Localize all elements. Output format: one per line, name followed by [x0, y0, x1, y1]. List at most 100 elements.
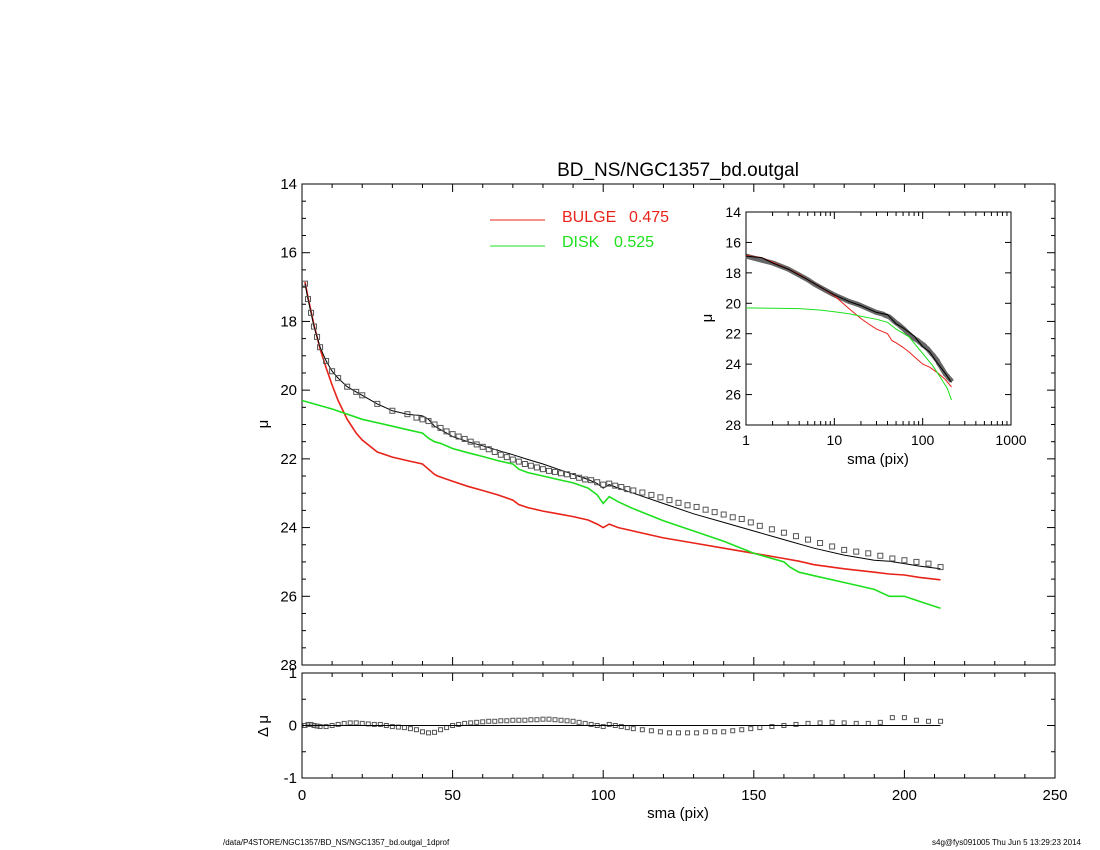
residual-data-point: [630, 726, 636, 732]
residual-data-point: [522, 717, 528, 723]
main-data-point: [666, 497, 673, 504]
residual-data-point: [468, 720, 474, 726]
residual-data-point: [510, 717, 516, 723]
residual-data-point: [371, 721, 377, 727]
inset-y-axis-label: μ: [699, 314, 716, 323]
main-data-point: [485, 446, 492, 453]
residual-data-point: [308, 721, 314, 727]
residual-data-point: [564, 718, 570, 724]
main-data-point: [937, 564, 944, 571]
inset-plot-frame: [745, 211, 1012, 426]
main-y-axis-label: μ: [255, 420, 272, 429]
main-data-point: [323, 357, 330, 364]
residual-y-ticks: -1 0 1: [284, 665, 1055, 787]
residual-data-point: [305, 721, 311, 727]
main-y-tick-label: 14: [280, 176, 297, 193]
residual-data-point: [657, 729, 663, 735]
main-data-point: [431, 421, 438, 428]
main-data-point: [588, 477, 595, 484]
bulge-profile-line: [304, 281, 941, 581]
residual-data-point: [877, 719, 883, 725]
inset-y-tick-label: 28: [725, 417, 741, 433]
residual-data-point: [438, 727, 444, 733]
residual-data-point: [639, 727, 645, 733]
main-data-point: [747, 519, 754, 526]
residual-data-point: [694, 730, 700, 736]
main-y-tick-label: 28: [280, 657, 297, 674]
main-data-point: [582, 476, 589, 483]
residual-data-point: [534, 717, 540, 723]
main-data-point: [576, 474, 583, 481]
residual-data-point: [817, 720, 823, 726]
main-y-tick-label: 26: [280, 588, 297, 605]
x-tick-label: 100: [591, 787, 616, 804]
inset-model-line: [745, 255, 952, 383]
main-data-point: [449, 431, 456, 438]
residual-data-point: [504, 718, 510, 724]
inset-x-tick-label: 1: [742, 432, 750, 448]
main-data-point: [711, 509, 718, 516]
main-data-point: [308, 309, 315, 316]
main-data-point: [558, 470, 565, 477]
main-data-point: [817, 540, 824, 547]
main-data-point: [419, 416, 426, 423]
residual-data-point: [666, 730, 672, 736]
main-data-point: [693, 503, 700, 510]
residual-data-point: [938, 718, 944, 724]
main-data-point: [455, 433, 462, 440]
residual-data-point: [624, 725, 630, 731]
residual-data-point: [426, 730, 432, 736]
x-tick-label: 150: [741, 787, 766, 804]
inset-y-tick-label: 22: [725, 326, 741, 342]
residual-data-point: [769, 724, 775, 730]
residual-data-point: [805, 720, 811, 726]
inset-x-ticks: 1 10 100 1000: [742, 212, 1027, 448]
main-data-point: [657, 494, 664, 501]
main-data-point: [491, 448, 498, 455]
disk-profile-line: [301, 399, 941, 610]
main-data-point: [521, 461, 528, 468]
main-data-point: [675, 499, 682, 506]
main-data-point: [805, 536, 812, 543]
residual-data-point: [829, 719, 835, 725]
residual-data-point: [570, 718, 576, 724]
residual-data-point: [739, 727, 745, 733]
main-data-point: [503, 454, 510, 461]
main-data-point: [702, 506, 709, 513]
main-data-point: [461, 435, 468, 442]
residual-data-point: [480, 719, 486, 725]
main-data-point: [552, 468, 559, 475]
legend-bulge-value: 0.475: [629, 209, 669, 226]
inset-y-tick-label: 14: [725, 204, 741, 220]
main-data-point: [720, 511, 727, 518]
residual-data-point: [588, 721, 594, 727]
main-data-point: [497, 451, 504, 458]
residual-data-point: [323, 724, 329, 730]
residual-data-point: [347, 720, 353, 726]
residual-data-point: [913, 717, 919, 723]
main-data-point: [344, 383, 351, 390]
residual-data-point: [341, 720, 347, 726]
main-data-point: [413, 414, 420, 421]
residual-data-point: [748, 726, 754, 732]
residual-data-point: [721, 729, 727, 735]
residual-data-point: [432, 729, 438, 735]
residual-data-point: [353, 720, 359, 726]
main-data-point: [570, 473, 577, 480]
residual-data-point: [444, 725, 450, 731]
residual-data-point: [576, 719, 582, 725]
main-data-point: [889, 555, 896, 562]
inset-x-tick-label: 100: [911, 432, 935, 448]
main-data-point: [612, 482, 619, 489]
residual-data-point: [516, 717, 522, 723]
x-tick-label: 50: [444, 787, 461, 804]
residual-data-point: [793, 721, 799, 727]
inset-y-ticks: 14 16 18 20 22 24 26 28: [725, 204, 1011, 433]
main-data-point: [317, 344, 324, 351]
residual-data-point: [335, 721, 341, 727]
main-data-point: [630, 487, 637, 494]
main-y-tick-label: 24: [280, 520, 297, 537]
residual-data-point: [618, 724, 624, 730]
main-data-point: [305, 296, 312, 303]
main-data-point: [353, 388, 360, 395]
